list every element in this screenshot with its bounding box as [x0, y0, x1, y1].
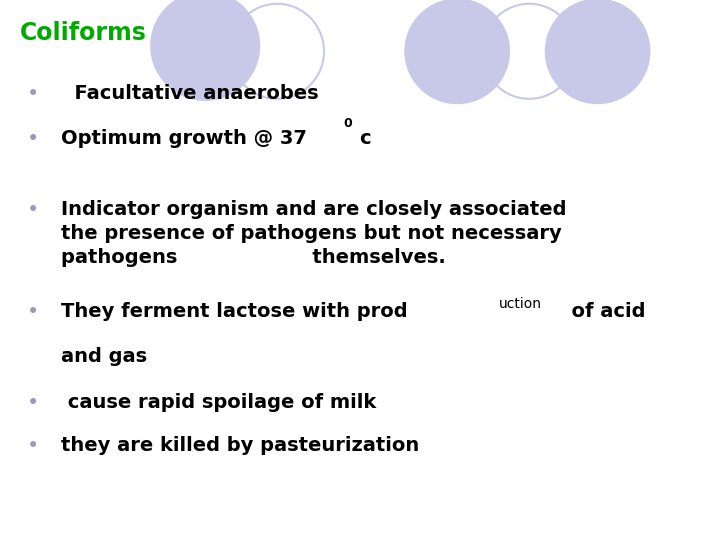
Text: •: •	[27, 436, 40, 456]
Text: cause rapid spoilage of milk: cause rapid spoilage of milk	[61, 393, 377, 412]
Text: •: •	[27, 129, 40, 148]
Text: Facultative anaerobes: Facultative anaerobes	[61, 84, 319, 103]
Text: They ferment lactose with prod: They ferment lactose with prod	[61, 302, 408, 321]
Text: Coliforms: Coliforms	[20, 21, 147, 44]
Text: and gas: and gas	[61, 347, 148, 366]
Ellipse shape	[405, 0, 509, 103]
Text: of acid: of acid	[558, 302, 646, 321]
Text: Indicator organism and are closely associated
the presence of pathogens but not : Indicator organism and are closely assoc…	[61, 200, 567, 267]
Text: uction: uction	[499, 297, 542, 311]
Text: c: c	[359, 129, 371, 147]
Text: •: •	[27, 393, 40, 413]
Ellipse shape	[151, 0, 259, 100]
Text: •: •	[27, 84, 40, 104]
Text: Optimum growth @ 37: Optimum growth @ 37	[61, 129, 307, 147]
Text: •: •	[27, 200, 40, 220]
Text: they are killed by pasteurization: they are killed by pasteurization	[61, 436, 420, 455]
Text: 0: 0	[343, 117, 352, 130]
Text: •: •	[27, 302, 40, 322]
Ellipse shape	[546, 0, 649, 103]
